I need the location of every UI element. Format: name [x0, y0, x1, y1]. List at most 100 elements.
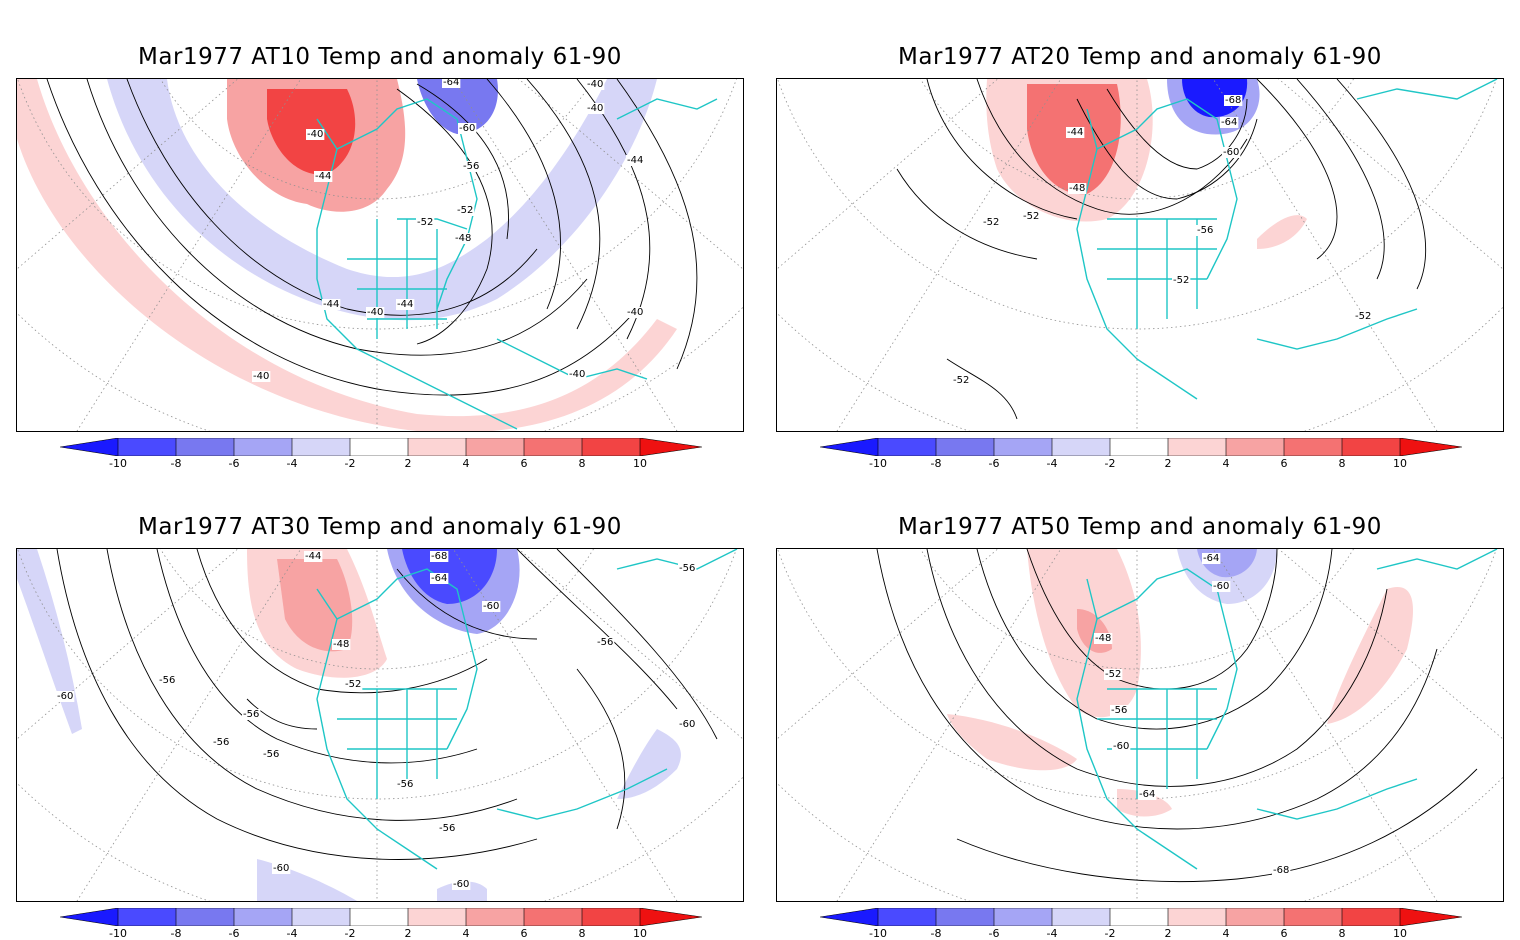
colorbar-tick: -6 — [228, 457, 240, 470]
contour-label: -52 — [1173, 275, 1189, 286]
panel-title: Mar1977 AT30 Temp and anomaly 61-90 — [138, 514, 622, 540]
contour-label: -44 — [1067, 127, 1083, 138]
contour-label: -44 — [397, 299, 413, 310]
colorbar-swatch — [408, 438, 466, 456]
colorbar-swatch — [118, 438, 176, 456]
colorbar-tick: -8 — [170, 927, 182, 940]
colorbar-tick: -8 — [930, 457, 942, 470]
colorbar-tick: -8 — [930, 927, 942, 940]
colorbar-tick: -4 — [286, 927, 298, 940]
colorbar-swatch — [1400, 908, 1462, 926]
colorbar-swatch — [60, 438, 118, 456]
colorbar-swatch — [1226, 908, 1284, 926]
colorbar-swatches — [820, 908, 1462, 926]
map-panel-at50: Mar1977 AT50 Temp and anomaly 61-90 — [760, 470, 1520, 940]
colorbar-swatches — [60, 438, 702, 456]
map-panel-at20: Mar1977 AT20 Temp and anomaly 61-90 — [760, 0, 1520, 470]
contour-label: -60 — [1223, 147, 1239, 158]
colorbar-swatch — [1342, 908, 1400, 926]
map-canvas: -64 -40 -40 -40 -60 -44 -56 -44 -52 -52 … — [17, 79, 743, 431]
warm-anomaly-west — [947, 714, 1077, 771]
colorbar-swatch — [234, 438, 292, 456]
warm-anomaly-band — [17, 79, 677, 431]
colorbar-swatch — [234, 908, 292, 926]
contour-label: -60 — [57, 691, 73, 702]
contour-label: -52 — [345, 679, 361, 690]
colorbar-swatch — [292, 908, 350, 926]
coastline — [316, 549, 738, 870]
contour-label: -44 — [323, 299, 339, 310]
colorbar-tick: 6 — [1280, 927, 1288, 940]
colorbar-tick: -4 — [286, 457, 298, 470]
map-canvas: -44 -68 -64 -56 -60 -48 -56 -52 -60 -56 … — [17, 549, 743, 901]
contour-label: -52 — [1355, 311, 1371, 322]
colorbar-swatch — [118, 908, 176, 926]
temperature-contours — [56, 549, 718, 860]
contour-label: -60 — [483, 601, 499, 612]
contour-label: -56 — [213, 737, 229, 748]
colorbar-swatch — [640, 438, 702, 456]
contour-label: -44 — [305, 551, 321, 562]
contour-label: -52 — [457, 205, 473, 216]
colorbar-swatch — [176, 908, 234, 926]
colorbar-tick: -6 — [988, 457, 1000, 470]
colorbar-swatch — [878, 908, 936, 926]
graticule — [17, 79, 743, 431]
colorbar-tick: 4 — [462, 457, 470, 470]
contour-label: -60 — [453, 879, 469, 890]
contour-label: -40 — [627, 307, 643, 318]
colorbar-swatch — [1284, 438, 1342, 456]
warm-anomaly-core — [277, 559, 353, 652]
anomaly-colorbar: -10 -8 -6 -4 -2 2 4 6 8 10 — [820, 908, 1462, 940]
polar-stereographic-map: -64 -60 -48 -52 -56 -60 -64 -68 — [776, 548, 1504, 902]
map-panel-at10: Mar1977 AT10 Temp and anomaly 61-90 — [0, 0, 760, 470]
contour-label: -56 — [679, 563, 695, 574]
contour-label: -68 — [1225, 95, 1241, 106]
contour-label: -52 — [1105, 669, 1121, 680]
colorbar-tick: 2 — [1164, 927, 1172, 940]
colorbar-swatch — [994, 438, 1052, 456]
contour-label: -60 — [459, 123, 475, 134]
colorbar-swatch — [1400, 438, 1462, 456]
contour-label: -40 — [367, 307, 383, 318]
graticule — [777, 549, 1503, 901]
colorbar-tick: -2 — [344, 457, 356, 470]
anomaly-colorbar: -10 -8 -6 -4 -2 2 4 6 8 10 — [60, 908, 702, 940]
contour-label: -56 — [463, 161, 479, 172]
colorbar-swatch — [466, 908, 524, 926]
colorbar-swatch — [1284, 908, 1342, 926]
colorbar-swatch — [292, 438, 350, 456]
colorbar-swatch — [1168, 908, 1226, 926]
contour-label: -60 — [1113, 741, 1129, 752]
panel-title: Mar1977 AT20 Temp and anomaly 61-90 — [898, 44, 1382, 70]
contour-label: -64 — [1203, 553, 1219, 564]
polar-stereographic-map: -44 -68 -64 -56 -60 -48 -56 -52 -60 -56 … — [16, 548, 744, 902]
coastline — [1076, 79, 1498, 400]
colorbar-swatch — [1052, 438, 1110, 456]
contour-label: -60 — [1213, 581, 1229, 592]
panel-title: Mar1977 AT10 Temp and anomaly 61-90 — [138, 44, 622, 70]
contour-labels: -44 -68 -64 -56 -60 -48 -56 -52 -60 -56 … — [56, 551, 697, 890]
colorbar-tick: -4 — [1046, 457, 1058, 470]
colorbar-tick: 4 — [462, 927, 470, 940]
colorbar-swatches — [60, 908, 702, 926]
temperature-contours — [876, 549, 1478, 883]
colorbar-tick: 6 — [1280, 457, 1288, 470]
contour-label: -56 — [1197, 225, 1213, 236]
colorbar-tick: 2 — [1164, 457, 1172, 470]
colorbar-swatches — [820, 438, 1462, 456]
colorbar-swatch — [176, 438, 234, 456]
contour-label: -60 — [273, 863, 289, 874]
contour-labels: -64 -40 -40 -40 -60 -44 -56 -44 -52 -52 … — [252, 79, 645, 382]
contour-label: -48 — [1095, 633, 1111, 644]
colorbar-tick: -10 — [869, 457, 887, 470]
contour-label: -52 — [983, 217, 999, 228]
contour-label: -40 — [587, 79, 603, 90]
contour-label: -64 — [431, 573, 447, 584]
graticule — [17, 549, 743, 901]
colorbar-swatch — [936, 908, 994, 926]
map-canvas: -64 -60 -48 -52 -56 -60 -64 -68 — [777, 549, 1503, 901]
contour-label: -52 — [953, 375, 969, 386]
warm-anomaly-south — [1117, 789, 1172, 817]
contour-label: -52 — [417, 217, 433, 228]
